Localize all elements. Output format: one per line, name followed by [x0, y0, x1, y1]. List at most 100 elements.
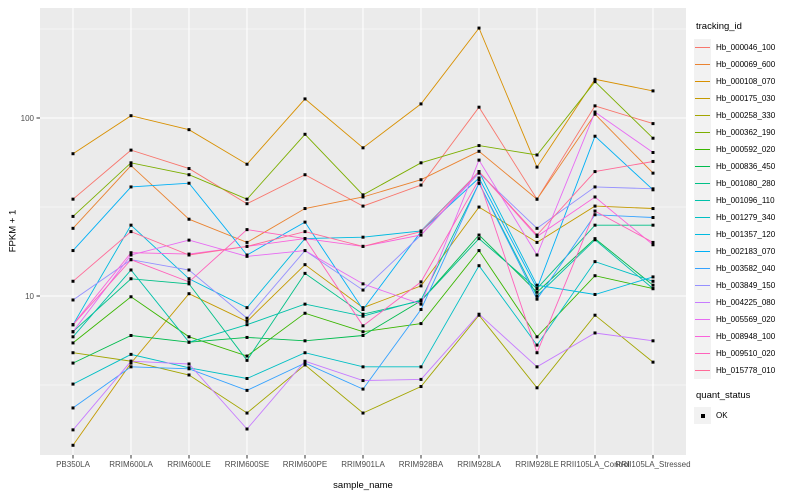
- data-point: [245, 358, 249, 362]
- data-point: [361, 330, 365, 334]
- data-point: [303, 302, 307, 306]
- data-point: [361, 314, 365, 318]
- legend-item-label: Hb_000108_070: [716, 77, 776, 86]
- data-point: [129, 223, 133, 227]
- x-tick-label: RRIM600PE: [283, 460, 327, 469]
- data-point: [361, 146, 365, 150]
- data-point: [593, 238, 597, 242]
- legend-item-label: Hb_009510_020: [716, 349, 776, 358]
- data-point: [129, 148, 133, 152]
- data-point: [535, 240, 539, 244]
- legend-key-line-icon: [695, 301, 710, 304]
- data-point: [477, 170, 481, 174]
- data-point: [419, 233, 423, 237]
- data-point: [419, 230, 423, 234]
- legend-item-Hb_008948_100: Hb_008948_100: [694, 328, 800, 345]
- data-point: [651, 207, 655, 211]
- legend-item-label: Hb_003582_040: [716, 264, 776, 273]
- data-point: [129, 277, 133, 281]
- data-point: [593, 292, 597, 296]
- legend-key-line-icon: [695, 267, 710, 270]
- legend-item-label: Hb_000175_030: [716, 94, 776, 103]
- data-point: [361, 411, 365, 415]
- legend-item-Hb_001096_110: Hb_001096_110: [694, 192, 800, 209]
- data-point: [71, 197, 75, 201]
- legend-item-label: Hb_001096_110: [716, 196, 775, 205]
- data-point: [245, 335, 249, 339]
- data-point: [245, 323, 249, 327]
- data-point: [361, 387, 365, 391]
- legend-key-box: [694, 328, 711, 345]
- legend-title-quant-status: quant_status: [696, 390, 751, 401]
- legend-key-line-icon: [695, 216, 710, 219]
- data-point: [71, 323, 75, 327]
- legend-item-label: Hb_008948_100: [716, 332, 776, 341]
- legend-item-Hb_001080_280: Hb_001080_280: [694, 175, 800, 192]
- data-point: [303, 363, 307, 367]
- data-point: [593, 223, 597, 227]
- data-point: [651, 89, 655, 93]
- data-point: [245, 240, 249, 244]
- y-axis-title: FPKM + 1: [7, 209, 19, 253]
- data-point: [245, 427, 249, 431]
- data-point: [129, 295, 133, 299]
- data-point: [245, 411, 249, 415]
- y-tick-label: 100: [21, 114, 35, 123]
- data-point: [535, 153, 539, 157]
- data-point: [71, 428, 75, 432]
- data-point: [535, 197, 539, 201]
- legend-key-line-icon: [695, 46, 710, 49]
- x-tick-label: RRIM600LE: [167, 460, 211, 469]
- data-point: [129, 361, 133, 365]
- data-point: [187, 181, 191, 185]
- legend-item-Hb_000258_330: Hb_000258_330: [694, 107, 800, 124]
- data-point: [303, 351, 307, 355]
- data-point: [593, 209, 597, 213]
- x-tick-label: RRIM600LA: [109, 460, 153, 469]
- data-point: [187, 335, 191, 339]
- data-point: [535, 294, 539, 298]
- legend-title-tracking-id: tracking_id: [696, 21, 742, 32]
- data-point: [477, 312, 481, 316]
- data-point: [187, 238, 191, 242]
- data-point: [419, 322, 423, 326]
- data-point: [477, 149, 481, 153]
- data-point: [593, 195, 597, 199]
- data-point: [71, 214, 75, 218]
- data-point: [651, 279, 655, 283]
- legend-key-box: [694, 39, 711, 56]
- data-point: [187, 373, 191, 377]
- data-point: [361, 379, 365, 383]
- legend-item-label: Hb_000069_600: [716, 60, 776, 69]
- legend-item-Hb_004225_080: Hb_004225_080: [694, 294, 800, 311]
- legend-key-box: [694, 226, 711, 243]
- data-point: [245, 354, 249, 358]
- data-point: [651, 240, 655, 244]
- data-point: [477, 249, 481, 253]
- data-point: [71, 330, 75, 334]
- data-point: [651, 283, 655, 287]
- legend-item-label: OK: [716, 411, 728, 420]
- legend-key-line-icon: [695, 233, 710, 236]
- data-point: [419, 307, 423, 311]
- legend-key-box: [694, 345, 711, 362]
- legend-item-Hb_015778_010: Hb_015778_010: [694, 362, 800, 379]
- legend-key-line-icon: [695, 250, 710, 253]
- legend-item-label: Hb_001279_340: [716, 213, 776, 222]
- data-point: [71, 443, 75, 447]
- data-point: [187, 173, 191, 177]
- data-point: [535, 351, 539, 355]
- data-point: [477, 264, 481, 268]
- legend-item-Hb_000592_020: Hb_000592_020: [694, 141, 800, 158]
- data-point: [593, 134, 597, 138]
- data-point: [535, 287, 539, 291]
- data-point: [361, 307, 365, 311]
- legend-item-label: Hb_015778_010: [716, 366, 776, 375]
- legend-item-label: Hb_004225_080: [716, 298, 776, 307]
- data-point: [71, 249, 75, 253]
- data-point: [187, 292, 191, 296]
- legend-key-line-icon: [695, 165, 710, 168]
- legend-key-box: [694, 90, 711, 107]
- legend-item-label: Hb_005569_020: [716, 315, 776, 324]
